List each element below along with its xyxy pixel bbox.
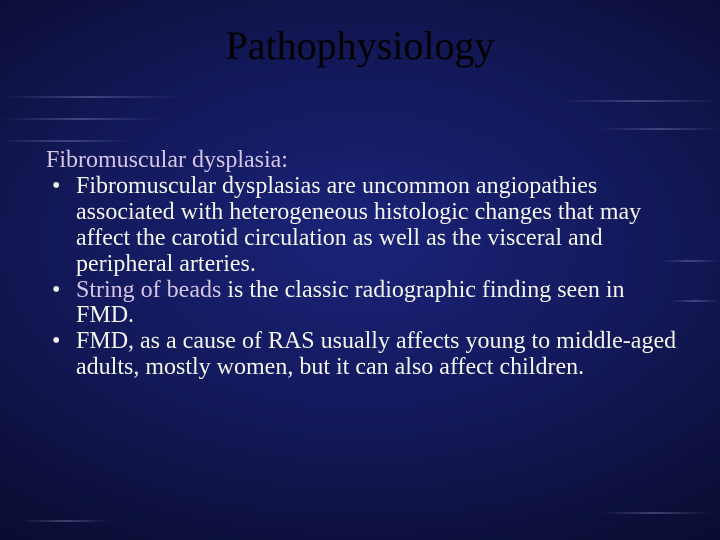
decorative-streak: [560, 100, 720, 102]
bullet-item: Fibromuscular dysplasias are uncommon an…: [46, 174, 680, 278]
decorative-streak: [600, 128, 720, 130]
bullet-highlight-text: String of beads: [76, 277, 221, 303]
decorative-streak: [600, 512, 710, 514]
bullet-item: String of beads is the classic radiograp…: [46, 278, 680, 330]
slide-title: Pathophysiology: [0, 22, 720, 69]
decorative-streak: [0, 140, 130, 142]
decorative-streak: [20, 520, 110, 522]
decorative-streak: [0, 96, 180, 98]
subheading: Fibromuscular dysplasia:: [46, 148, 680, 174]
bullet-text: Fibromuscular dysplasias are uncommon an…: [76, 173, 641, 277]
bullet-item: FMD, as a cause of RAS usually affects y…: [46, 329, 680, 381]
decorative-streak: [660, 260, 720, 262]
bullet-list: Fibromuscular dysplasias are uncommon an…: [46, 174, 680, 381]
slide-body: Fibromuscular dysplasia: Fibromuscular d…: [46, 148, 680, 381]
bullet-text: FMD, as a cause of RAS usually affects y…: [76, 328, 676, 380]
decorative-streak: [670, 300, 720, 302]
decorative-streak: [0, 118, 160, 120]
slide: Pathophysiology Fibromuscular dysplasia:…: [0, 0, 720, 540]
